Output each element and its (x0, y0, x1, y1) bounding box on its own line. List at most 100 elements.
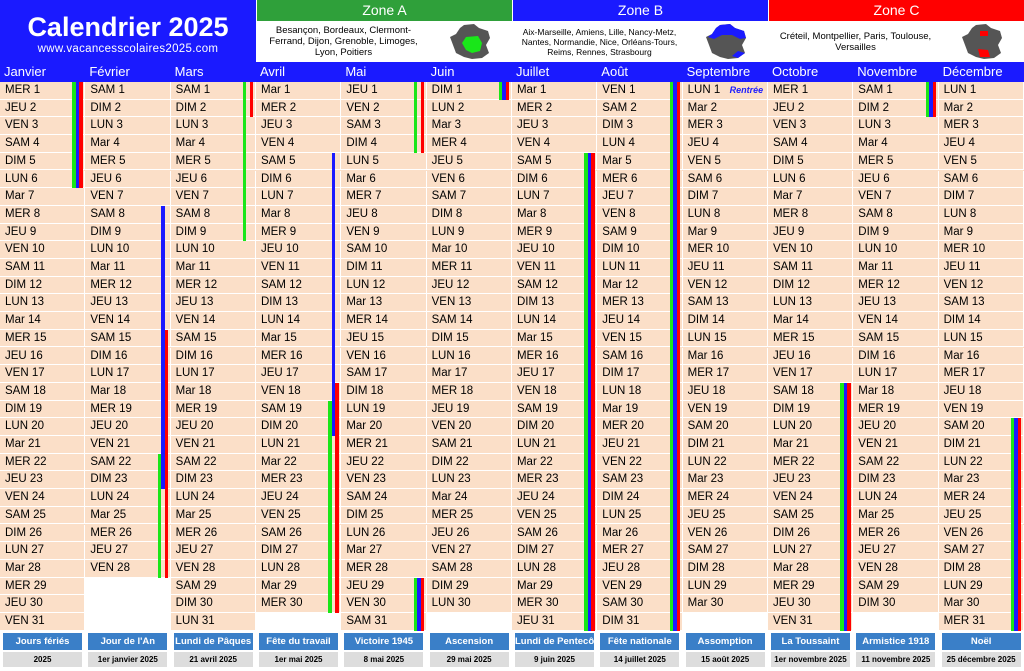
holiday-date: 25 décembre 2025 (941, 652, 1021, 667)
day-cell: JEU 1 (341, 82, 427, 100)
month-label: Novembre (857, 64, 918, 79)
day-cell: DIM 10 (597, 241, 683, 259)
day-cell: SAM 9 (597, 223, 683, 242)
france-map-zone-a-icon (430, 21, 512, 62)
day-cell: DIM 9 (85, 223, 171, 242)
day-cell: VEN 10 (767, 241, 854, 259)
day-cell: VEN 1 (597, 82, 683, 100)
day-cell: DIM 11 (341, 259, 427, 277)
holiday-date: 14 juillet 2025 (600, 652, 680, 667)
day-cell: JEU 9 (0, 223, 86, 242)
day-cell: LUN 8 (938, 205, 1024, 224)
day-cell: LUN 6 (767, 170, 854, 189)
day-cell: Mar 8 (255, 205, 342, 224)
day-cell: SAM 20 (938, 418, 1024, 436)
site-url[interactable]: www.vacancesscolaires2025.com (37, 43, 219, 55)
holiday-date: 1er novembre 2025 (770, 652, 850, 667)
day-cell: MER 16 (511, 347, 598, 366)
day-cell: DIM 17 (597, 365, 683, 383)
day-cell: MER 3 (938, 117, 1024, 136)
day-cell: SAM 22 (853, 453, 939, 472)
day-cell: DIM 13 (511, 294, 598, 313)
day-cell: MER 26 (853, 524, 939, 543)
day-cell: MER 17 (938, 365, 1024, 383)
day-cell: MER 18 (426, 382, 512, 401)
day-cell: MER 12 (853, 276, 939, 295)
holiday-date: 1er mai 2025 (258, 652, 338, 667)
day-cell: SAM 19 (255, 400, 342, 419)
day-cell: SAM 1 (170, 82, 256, 100)
month-header-row: Janvier Février Mars Avril Mai Juin Juillet Aoû… (0, 62, 1024, 82)
day-cell: SAM 5 (511, 152, 598, 171)
day-cell: SAM 6 (938, 170, 1024, 189)
day-cell: SAM 20 (682, 418, 768, 436)
day-cell: DIM 1 (426, 82, 512, 100)
day-cell: MER 2 (255, 99, 342, 118)
holiday-item: Armistice 1918 11 novembre 2025 (856, 633, 936, 669)
day-cell: DIM 8 (426, 205, 512, 224)
day-cell: SAM 30 (597, 595, 683, 613)
day-cell: MER 1 (767, 82, 854, 100)
day-cell: JEU 16 (0, 347, 86, 366)
day-cell: MER 15 (767, 329, 854, 348)
day-cell: MER 2 (511, 99, 598, 118)
day-cell: VEN 7 (85, 188, 171, 206)
vacation-bar-zone-a (669, 82, 674, 631)
day-cell: JEU 27 (85, 542, 171, 560)
day-cell: JEU 4 (682, 135, 768, 153)
day-cell: SAM 15 (853, 329, 939, 348)
month-label: Décembre (942, 64, 1003, 79)
day-cell: SAM 11 (767, 259, 854, 277)
day-cell: VEN 29 (597, 577, 683, 596)
holiday-date: 15 août 2025 (685, 652, 765, 667)
day-cell: VEN 18 (511, 382, 598, 401)
vacation-bar-zone-a (498, 82, 503, 100)
day-cell: LUN 3 (170, 117, 256, 136)
day-cell: VEN 7 (853, 188, 939, 206)
day-cell: VEN 25 (255, 506, 342, 525)
day-cell: JEU 27 (853, 542, 939, 560)
day-cell: VEN 26 (682, 524, 768, 543)
day-cell: Mar 6 (341, 170, 427, 189)
day-cell: Mar 13 (341, 294, 427, 313)
day-cell: JEU 5 (426, 152, 512, 171)
day-cell: JEU 10 (511, 241, 598, 259)
day-cell: SAM 14 (426, 312, 512, 330)
day-cell: MER 5 (170, 152, 256, 171)
day-cell: VEN 17 (767, 365, 854, 383)
day-cell: MER 29 (767, 577, 854, 596)
holiday-name: Lundi de Pentecôte (514, 633, 594, 650)
empty-cell (682, 613, 768, 631)
day-cell: LUN 6 (0, 170, 86, 189)
day-cell: VEN 12 (938, 276, 1024, 295)
day-cell: VEN 6 (426, 170, 512, 189)
day-cell: LUN 22 (938, 453, 1024, 472)
day-cell: DIM 25 (341, 506, 427, 525)
empty-cell (85, 595, 171, 613)
day-cell: DIM 27 (255, 542, 342, 560)
day-cell: SAM 11 (0, 259, 86, 277)
day-cell: JEU 19 (426, 400, 512, 419)
holiday-date: 21 avril 2025 (173, 652, 253, 667)
month-label: Mars (174, 64, 204, 79)
vacation-bar-zone-b (673, 82, 677, 631)
day-cell: JEU 4 (938, 135, 1024, 153)
day-cell: LUN 21 (511, 436, 598, 454)
day-cell: DIM 21 (938, 436, 1024, 454)
rentree-label: Rentrée (729, 85, 764, 95)
day-cell: Mar 22 (511, 453, 598, 472)
day-cell: LUN 17 (85, 365, 171, 383)
day-cell: LUN 23 (426, 471, 512, 490)
holiday-item: Ascension 29 mai 2025 (429, 633, 509, 669)
day-cell: Mar 1 (255, 82, 342, 100)
day-cell: JEU 23 (767, 471, 854, 490)
day-cell: SAM 5 (255, 152, 342, 171)
day-cell: Mar 3 (426, 117, 512, 136)
day-cell: SAM 15 (170, 329, 256, 348)
day-cell: Mar 15 (255, 329, 342, 348)
day-cell: Mar 26 (597, 524, 683, 543)
day-cell: SAM 21 (426, 436, 512, 454)
day-cell: DIM 27 (511, 542, 598, 560)
vacation-bar-zone-a (840, 382, 844, 631)
day-cell: VEN 4 (511, 135, 598, 153)
